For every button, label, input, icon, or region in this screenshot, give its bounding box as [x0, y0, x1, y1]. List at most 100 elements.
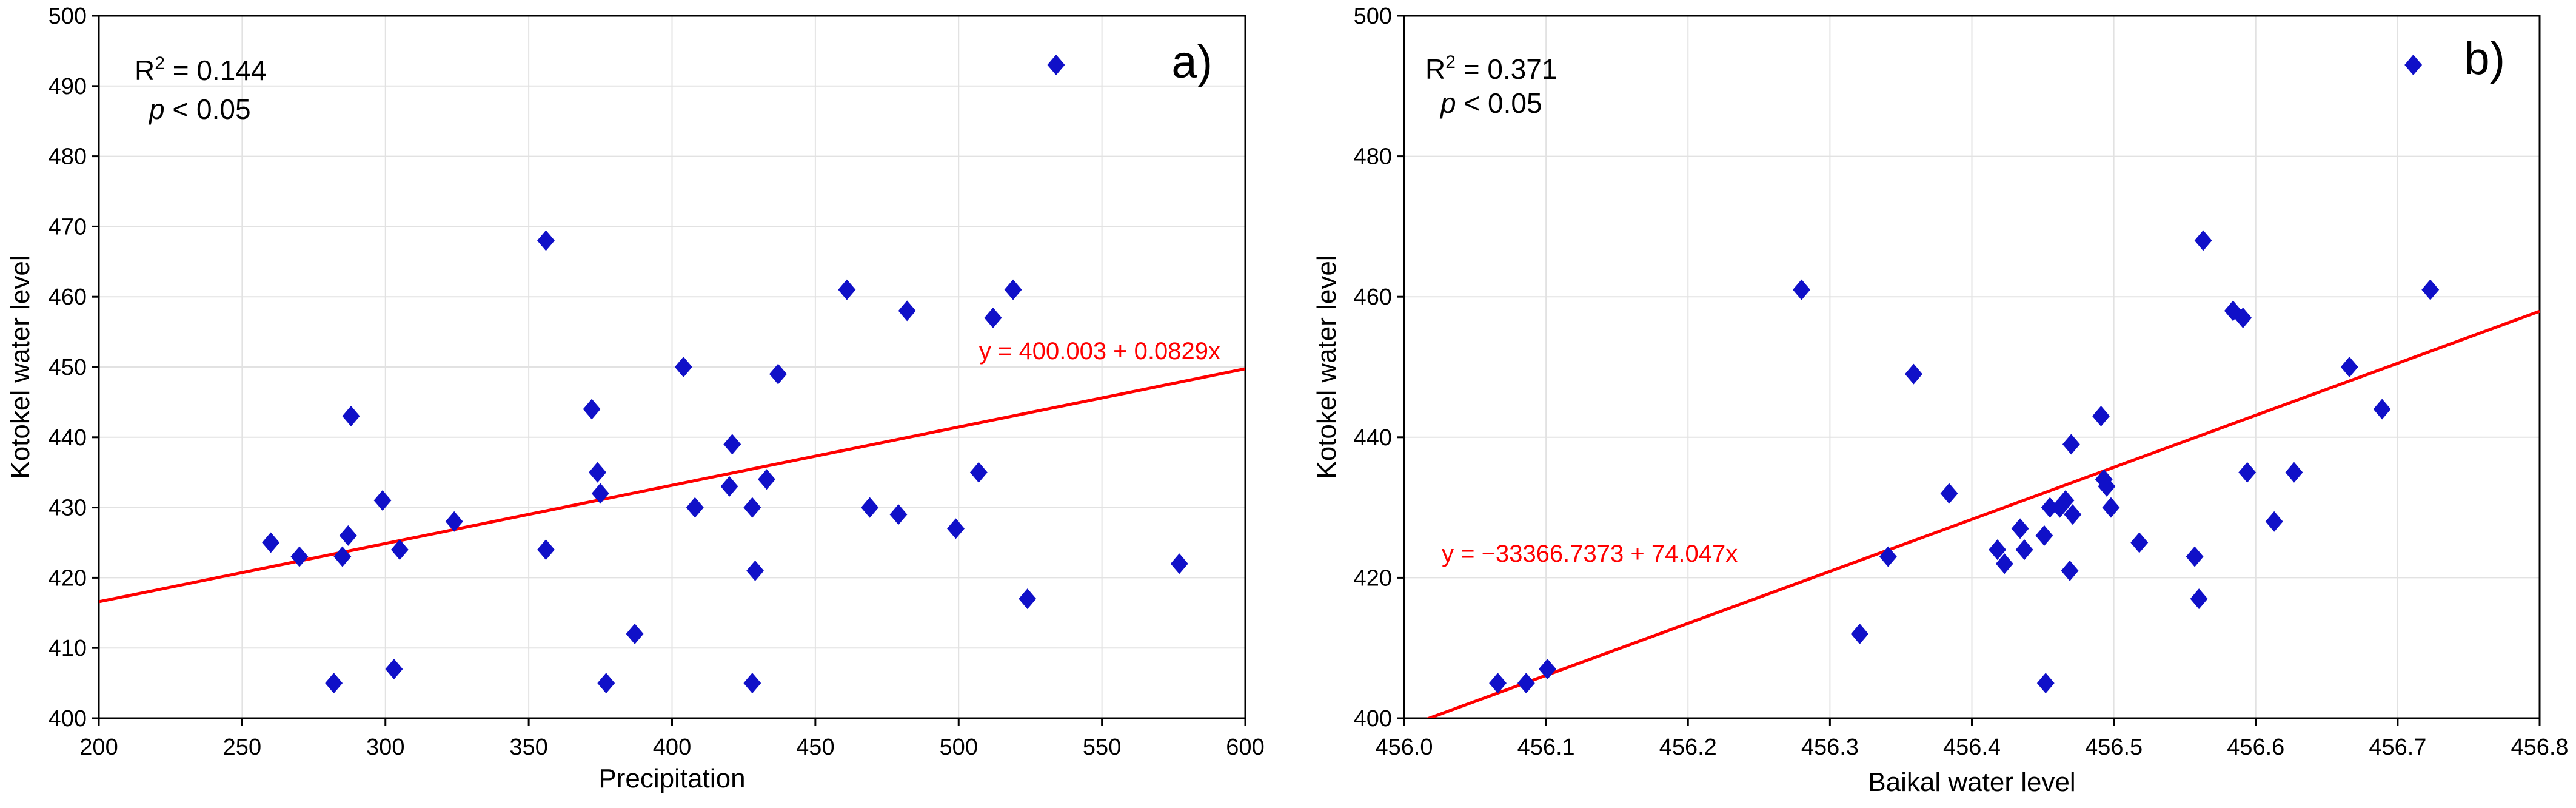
data-point	[969, 462, 988, 483]
r-squared-superscript: 2	[1445, 52, 1456, 72]
data-point	[2404, 55, 2423, 76]
r-squared-value: = 0.144	[165, 55, 267, 86]
data-point	[758, 469, 775, 490]
data-point	[1047, 55, 1065, 76]
data-point	[325, 673, 343, 694]
x-axis-label: Baikal water level	[1868, 767, 2075, 797]
x-tick-label: 456.5	[2085, 735, 2143, 760]
x-tick-label: 200	[79, 735, 118, 760]
y-tick-label: 430	[49, 496, 87, 521]
data-point	[686, 497, 704, 518]
data-point	[2234, 307, 2252, 328]
p-value-annotation: p < 0.05	[148, 93, 251, 125]
y-tick-label: 410	[49, 636, 87, 661]
y-tick-label: 500	[49, 4, 87, 29]
r-squared-annotation: R2 = 0.144	[135, 53, 266, 86]
p-symbol: p	[1439, 87, 1456, 119]
x-tick-label: 456.4	[1943, 735, 2001, 760]
data-point	[889, 504, 908, 525]
plot-frame	[1403, 15, 2541, 719]
data-point	[2061, 560, 2079, 581]
y-tick-label: 460	[1354, 284, 1392, 310]
y-tick-label: 500	[1354, 4, 1392, 29]
data-point	[723, 434, 741, 455]
y-axis-label: Kotokel water level	[5, 255, 35, 479]
x-tick-label: 300	[366, 735, 404, 760]
y-tick-label: 440	[49, 425, 87, 451]
y-tick-label: 420	[1354, 565, 1392, 591]
x-tick-label: 250	[223, 735, 261, 760]
data-point	[2224, 300, 2242, 322]
x-tick-label: 550	[1083, 735, 1121, 760]
data-point	[290, 546, 309, 567]
data-point	[1989, 539, 2007, 561]
x-tick-label: 456.8	[2511, 735, 2568, 760]
x-tick-label: 456.1	[1517, 735, 1575, 760]
data-point	[1879, 546, 1897, 567]
data-point	[2102, 497, 2120, 518]
data-point	[2373, 399, 2391, 420]
x-tick-label: 456.2	[1659, 735, 1717, 760]
data-point	[1905, 363, 1922, 385]
y-tick-label: 470	[49, 214, 87, 240]
data-point	[385, 658, 403, 679]
data-point	[2421, 279, 2440, 300]
y-tick-label: 450	[49, 355, 87, 380]
x-axis-label: Precipitation	[598, 764, 745, 793]
data-point	[2036, 673, 2055, 694]
data-point	[2035, 525, 2053, 546]
data-point	[591, 483, 609, 504]
x-tick-label: 456.3	[1801, 735, 1859, 760]
data-point	[2056, 490, 2075, 511]
x-tick-label: 400	[653, 735, 691, 760]
data-point	[2285, 462, 2303, 483]
data-point	[984, 307, 1002, 328]
data-point	[2238, 462, 2257, 483]
data-point	[537, 230, 555, 251]
data-point	[2186, 546, 2204, 567]
data-point	[2130, 532, 2149, 553]
r-squared-value: = 0.371	[1456, 53, 1557, 85]
data-point	[2194, 230, 2212, 251]
data-point	[390, 539, 409, 561]
data-point	[1995, 553, 2013, 574]
data-point	[1170, 553, 1188, 574]
data-point	[2098, 476, 2116, 497]
p-value-text: < 0.05	[165, 93, 251, 125]
x-tick-label: 456.0	[1375, 735, 1433, 760]
data-point	[445, 511, 463, 532]
r-squared-symbol: R	[135, 55, 155, 86]
chart-panel-b: 456.0 456.1 456.2 456.3 456.4 456.5 456.6 456.7…	[1312, 4, 2569, 797]
regression-line	[1425, 309, 2540, 718]
plot-frame	[98, 15, 1246, 719]
data-point	[373, 490, 392, 511]
data-point	[597, 673, 615, 694]
x-tick-label: 600	[1226, 735, 1264, 760]
y-axis-label: Kotokel water level	[1312, 255, 1342, 479]
x-tick-label: 456.7	[2369, 735, 2426, 760]
data-point	[898, 300, 916, 322]
data-point	[2265, 511, 2283, 532]
data-point	[1851, 624, 1868, 645]
y-tick-label: 490	[49, 74, 87, 99]
data-point	[583, 399, 601, 420]
data-point	[838, 279, 856, 300]
data-point	[746, 560, 764, 581]
data-point	[2041, 497, 2059, 518]
data-point	[674, 357, 692, 377]
data-point	[342, 406, 360, 427]
data-point	[1019, 588, 1037, 610]
p-symbol: p	[148, 93, 165, 125]
data-point	[1793, 279, 1810, 300]
data-point	[861, 497, 879, 518]
data-point	[589, 462, 607, 483]
data-point	[743, 497, 761, 518]
y-tick-label: 400	[49, 706, 87, 732]
data-point	[2011, 518, 2029, 539]
panel-label: b)	[2464, 33, 2505, 84]
data-point	[626, 624, 644, 645]
data-point	[1489, 673, 1507, 694]
data-point	[720, 476, 738, 497]
x-tick-label: 450	[796, 735, 834, 760]
y-tick-label: 440	[1354, 425, 1392, 451]
